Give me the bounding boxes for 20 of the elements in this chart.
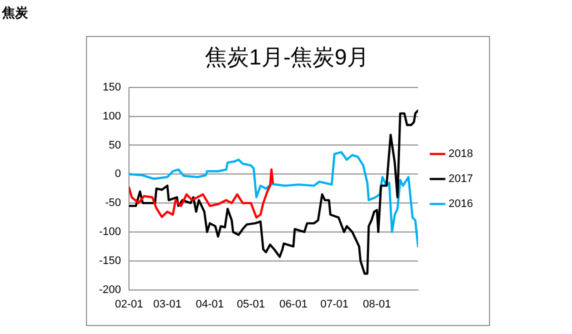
x-tick-label: 04-01 [196, 298, 224, 310]
y-tick-label: 50 [108, 139, 122, 152]
y-tick-label: 150 [102, 81, 122, 94]
text: 焦炭 [2, 4, 28, 22]
x-tick-label: 06-01 [279, 298, 308, 310]
legend-label: 2017 [448, 173, 474, 186]
y-tick-label: -100 [98, 226, 122, 238]
x-tick-label: 05-01 [236, 298, 265, 310]
x-tick-label: 02-01 [114, 298, 144, 310]
y-tick-label: -200 [98, 284, 122, 296]
chart-title: 焦炭1月-焦炭9月 [205, 44, 369, 70]
legend-label: 2016 [448, 198, 474, 210]
legend-label: 2018 [448, 148, 474, 160]
y-tick-label: -150 [98, 254, 122, 267]
x-tick-label: 08-01 [362, 298, 392, 310]
y-tick-label: 0 [114, 168, 122, 180]
x-tick-label: 07-01 [320, 298, 349, 310]
y-tick-label: 100 [102, 110, 122, 122]
x-tick-label: 03-01 [153, 298, 182, 310]
y-tick-label: -50 [105, 197, 122, 210]
